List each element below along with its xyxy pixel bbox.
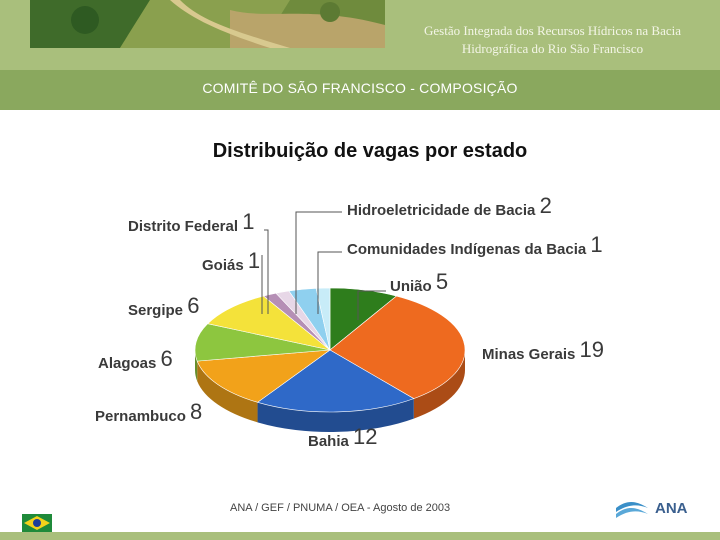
slice-label-5: Sergipe 6 (128, 293, 199, 319)
header-title-line1: Gestão Integrada dos Recursos Hídricos n… (423, 23, 682, 38)
slice-label-value-6: 1 (248, 248, 260, 273)
pie-layer (194, 287, 466, 432)
slice-label-name-5: Sergipe (128, 302, 187, 319)
pie-side-4 (195, 350, 198, 382)
pie-slice-4 (194, 323, 331, 362)
brazil-flag-icon (22, 514, 52, 532)
ana-logo-text: ANA (655, 500, 688, 517)
slice-label-name-8: Hidroeletricidade de Bacia (347, 202, 540, 219)
pie-slice-2 (256, 349, 415, 413)
slice-label-9: Comunidades Indígenas da Bacia 1 (347, 232, 603, 258)
slice-label-1: Minas Gerais 19 (482, 337, 604, 363)
slice-label-3: Pernambuco 8 (95, 399, 202, 425)
slice-label-name-9: Comunidades Indígenas da Bacia (347, 241, 590, 258)
landscape-photo (30, 0, 385, 48)
section-title: COMITÊ DO SÃO FRANCISCO - COMPOSIÇÃO (202, 80, 518, 96)
slice-label-value-1: 19 (580, 337, 604, 362)
slice-label-0: União 5 (390, 269, 448, 295)
pie-side-3 (197, 361, 258, 423)
pie-slice-3 (196, 349, 332, 403)
slice-label-value-9: 1 (590, 232, 602, 257)
pie-side-2 (257, 398, 414, 432)
slice-label-4: Alagoas 6 (98, 346, 173, 372)
slice-label-value-5: 6 (187, 293, 199, 318)
slice-label-name-2: Bahia (308, 433, 353, 450)
pie-chart: Distribuição de vagas por estado União 5… (95, 140, 604, 450)
header-banner: Gestão Integrada dos Recursos Hídricos n… (0, 0, 720, 70)
leader-line-0 (357, 290, 386, 320)
leader-line-8 (295, 211, 342, 314)
pie-slice-1 (329, 295, 466, 399)
header-title-line2: Hidrográfica do Rio São Francisco (461, 41, 644, 56)
slice-label-value-7: 1 (242, 209, 254, 234)
footer-credit: ANA / GEF / PNUMA / OEA - Agosto de 2003 (230, 502, 451, 514)
slice-label-8: Hidroeletricidade de Bacia 2 (347, 193, 552, 219)
leader-line-7 (264, 229, 269, 314)
pie-slice-9 (315, 287, 331, 351)
slice-label-value-3: 8 (190, 399, 202, 424)
chart-title: Distribuição de vagas por estado (213, 140, 528, 162)
slice-label-value-8: 2 (540, 193, 552, 218)
slice-label-7: Distrito Federal 1 (128, 209, 254, 235)
slice-label-name-3: Pernambuco (95, 408, 190, 425)
slice-label-name-7: Distrito Federal (128, 218, 242, 235)
bottom-bar (0, 532, 720, 540)
slice-label-name-1: Minas Gerais (482, 346, 580, 363)
slice-label-6: Goiás 1 (202, 248, 260, 274)
slice-label-value-2: 12 (353, 424, 377, 449)
header-title: Gestão Integrada dos Recursos Hídricos n… (390, 22, 715, 58)
slice-label-2: Bahia 12 (308, 424, 378, 450)
slice-label-value-4: 6 (161, 346, 173, 371)
slice-label-value-0: 5 (436, 269, 448, 294)
ana-logo-icon (616, 502, 648, 518)
leader-line-9 (317, 251, 342, 314)
slice-label-name-0: União (390, 278, 436, 295)
slice-label-name-6: Goiás (202, 257, 248, 274)
pie-side-1 (413, 350, 465, 419)
slice-label-name-4: Alagoas (98, 355, 161, 372)
